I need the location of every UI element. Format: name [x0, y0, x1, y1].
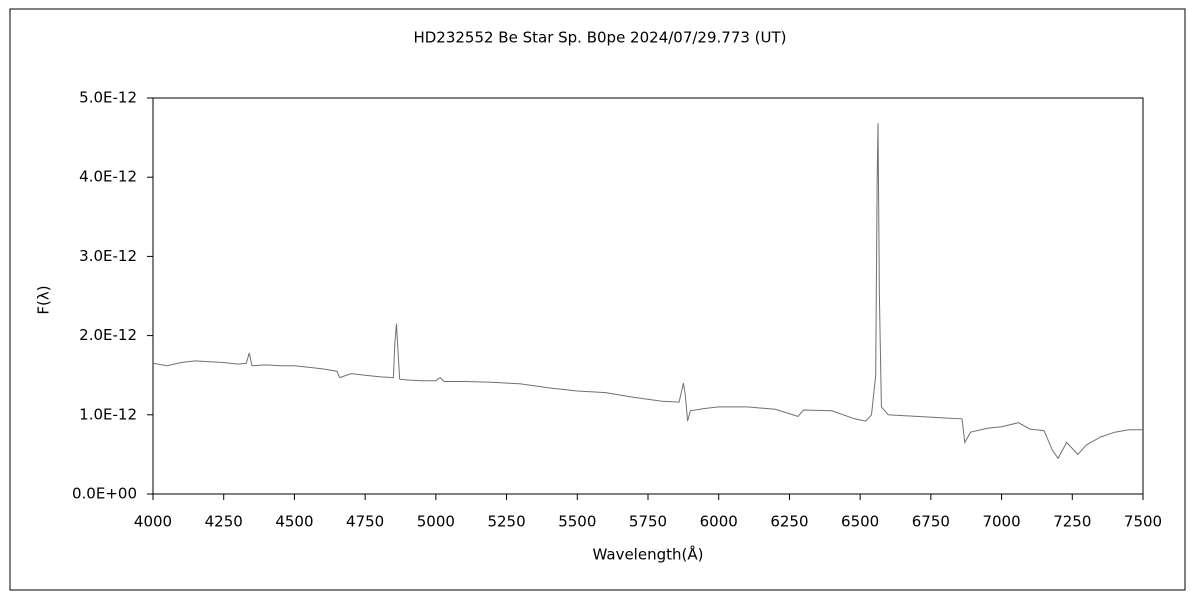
y-tick-label: 2.0E-12: [79, 326, 137, 344]
x-tick-label: 4250: [205, 513, 243, 531]
x-tick-label: 4500: [275, 513, 313, 531]
spectrum-line: [152, 123, 1143, 460]
x-tick-label: 6000: [700, 513, 738, 531]
x-tick-label: 4750: [346, 513, 384, 531]
x-tick-label: 5500: [558, 513, 596, 531]
y-tick-label: 5.0E-12: [79, 89, 137, 107]
y-tick-label: 4.0E-12: [79, 168, 137, 186]
x-axis-label: Wavelength(Å): [593, 545, 704, 564]
plot-area: [152, 97, 1144, 495]
frame: [9, 8, 1186, 591]
x-tick-label: 5250: [487, 513, 525, 531]
y-tick-label: 1.0E-12: [79, 405, 137, 423]
x-tick-label: 4000: [134, 513, 172, 531]
chart-title: HD232552 Be Star Sp. B0pe 2024/07/29.773…: [413, 29, 786, 47]
x-tick-label: 6750: [912, 513, 950, 531]
x-tick-label: 6500: [841, 513, 879, 531]
y-tick-label: 3.0E-12: [79, 247, 137, 265]
y-tick-label: 0.0E+00: [72, 485, 137, 503]
x-tick-label: 7000: [982, 513, 1020, 531]
x-tick-label: 5750: [629, 513, 667, 531]
x-tick-label: 5000: [417, 513, 455, 531]
x-tick-label: 7250: [1053, 513, 1091, 531]
x-tick-label: 7500: [1124, 513, 1162, 531]
y-axis-label: F(λ): [35, 285, 53, 314]
x-tick-label: 6250: [770, 513, 808, 531]
